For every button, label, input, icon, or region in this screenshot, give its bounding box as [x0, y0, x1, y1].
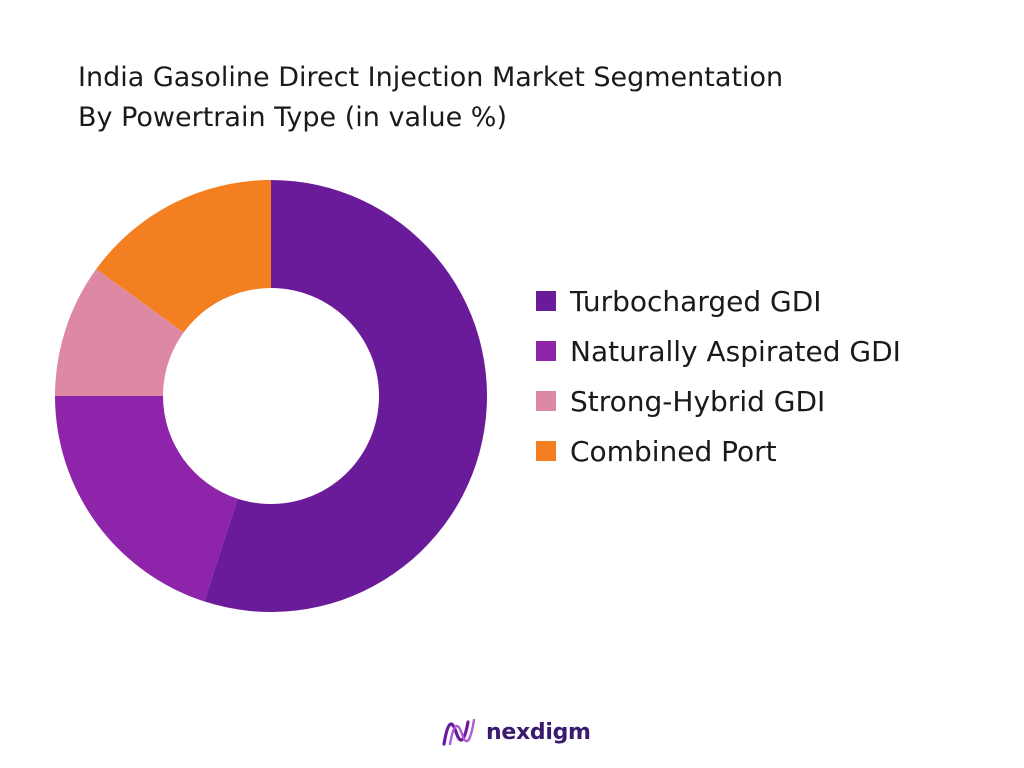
brand-logo: nexdigm [440, 714, 591, 750]
chart-title-line-2: By Powertrain Type (in value %) [78, 102, 507, 133]
legend-swatch [536, 291, 556, 311]
legend-item: Combined Port [536, 426, 901, 476]
chart-legend: Turbocharged GDI Naturally Aspirated GDI S… [536, 276, 901, 476]
legend-label: Strong-Hybrid GDI [570, 384, 826, 418]
brand-name: nexdigm [486, 719, 591, 745]
legend-label: Combined Port [570, 434, 777, 468]
legend-item: Turbocharged GDI [536, 276, 901, 326]
legend-item: Naturally Aspirated GDI [536, 326, 901, 376]
donut-slice-naturally-aspirated-gdi [55, 396, 238, 602]
donut-slice-turbocharged-gdi [204, 180, 487, 612]
nexdigm-logo-icon [442, 718, 476, 746]
legend-label: Turbocharged GDI [570, 284, 822, 318]
legend-swatch [536, 391, 556, 411]
legend-item: Strong-Hybrid GDI [536, 376, 901, 426]
legend-swatch [536, 341, 556, 361]
donut-slice-combined-port [96, 180, 272, 333]
legend-label: Naturally Aspirated GDI [570, 334, 901, 368]
chart-title: India Gasoline Direct Injection Market S… [78, 58, 958, 138]
donut-slice-strong-hybrid-gdi [55, 269, 184, 396]
legend-swatch [536, 441, 556, 461]
chart-title-line-1: India Gasoline Direct Injection Market S… [78, 62, 784, 93]
